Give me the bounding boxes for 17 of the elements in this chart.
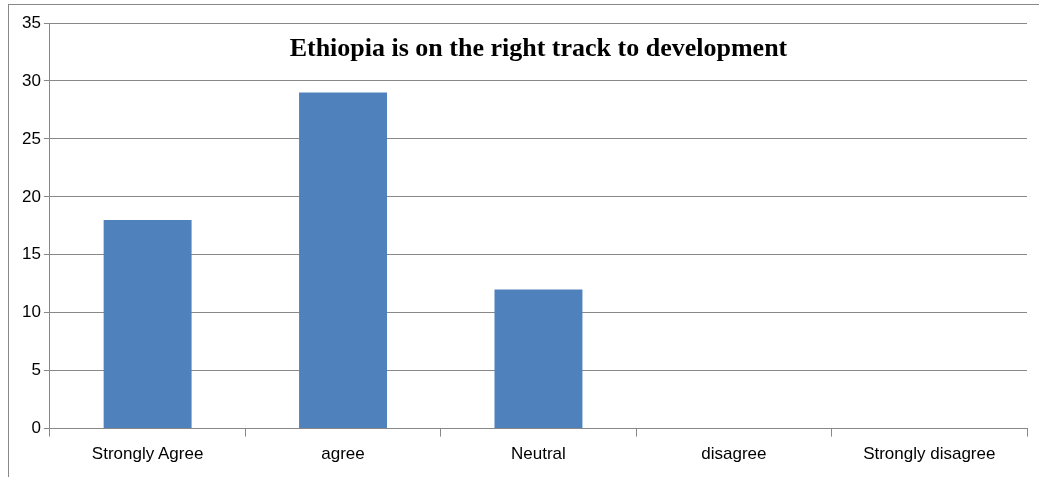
y-tick-label: 30 — [21, 70, 41, 90]
y-tick-label: 25 — [21, 128, 41, 148]
chart-title: Ethiopia is on the right track to development — [289, 32, 788, 62]
x-tick-label: Strongly disagree — [863, 444, 996, 464]
y-tick-label: 20 — [21, 186, 41, 206]
x-tick-label: disagree — [701, 444, 767, 464]
x-tick-label: agree — [321, 444, 365, 464]
x-tick-label: Neutral — [511, 444, 566, 464]
bar — [494, 289, 583, 429]
y-tick-label: 10 — [21, 302, 41, 322]
y-tick-label: 35 — [21, 12, 41, 32]
x-tick-label: Strongly Agree — [91, 444, 204, 464]
y-tick-label: 15 — [21, 244, 41, 264]
y-tick-label: 5 — [31, 360, 41, 380]
bar — [299, 92, 388, 429]
bar — [103, 220, 192, 429]
y-tick-label: 0 — [31, 418, 41, 438]
